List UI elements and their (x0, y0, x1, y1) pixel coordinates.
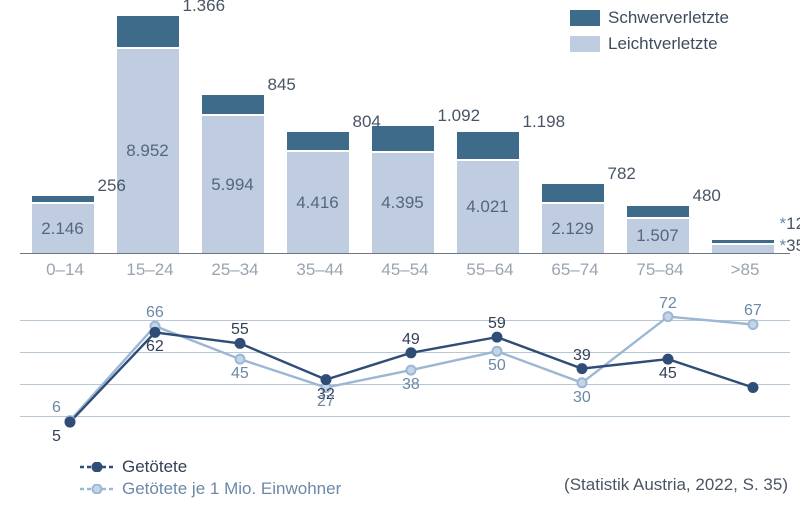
category-label: 15–24 (110, 260, 190, 280)
line-point-label: 5 (52, 428, 61, 446)
bar-dark (287, 132, 349, 150)
line-point-label: 27 (317, 393, 335, 411)
category-label: 45–54 (365, 260, 445, 280)
bar-gap (542, 202, 604, 204)
bar-gap (32, 202, 94, 204)
bar-light-label: 4.395 (363, 193, 443, 213)
line-point-label: 38 (402, 376, 420, 394)
category-label: 75–84 (620, 260, 700, 280)
line-point-label: 39 (573, 347, 591, 365)
bar-dark (457, 132, 519, 159)
line-point-label: 45 (231, 365, 249, 383)
bar-dark (712, 240, 774, 243)
bar-dark (202, 95, 264, 114)
bar-dark-label: 782 (608, 164, 636, 184)
bar-light-label: 2.129 (533, 219, 613, 239)
bar-dark-label: *123 (780, 214, 800, 234)
line-point-label: 62 (146, 338, 164, 356)
bar-light-label: 2.146 (23, 219, 103, 239)
bar-gap (117, 47, 179, 49)
category-label: 25–34 (195, 260, 275, 280)
bar-dark-label: 845 (268, 75, 296, 95)
bar-dark-label: 1.092 (438, 106, 481, 126)
bar-dark-label: 804 (353, 112, 381, 132)
line-point-label: 67 (744, 302, 762, 320)
bar-light-label: 8.952 (108, 141, 188, 161)
line-legend-marker (80, 484, 114, 494)
bar-light-label: *354 (780, 236, 800, 256)
line-gridline (20, 320, 790, 321)
line-legend-marker (80, 462, 114, 472)
category-label: >85 (705, 260, 785, 280)
category-label: 55–64 (450, 260, 530, 280)
bar-light-label: 5.994 (193, 175, 273, 195)
line-legend-label: Getötete je 1 Mio. Einwohner (122, 479, 341, 499)
line-point-label: 66 (146, 304, 164, 322)
bar-gap (457, 159, 519, 161)
bar-light-label: 4.416 (278, 193, 358, 213)
line-gridline (20, 352, 790, 353)
category-label: 0–14 (25, 260, 105, 280)
bar-dark (627, 206, 689, 217)
bar-dark (117, 16, 179, 47)
bar-light-label: 4.021 (448, 197, 528, 217)
bar-dark-label: 256 (98, 176, 126, 196)
line-point-label: 59 (488, 315, 506, 333)
source-text: (Statistik Austria, 2022, S. 35) (564, 475, 788, 495)
bar-gap (627, 217, 689, 219)
bar-dark (542, 184, 604, 202)
bar-baseline (20, 253, 790, 254)
bar-dark-label: 1.366 (183, 0, 226, 16)
bar-gap (372, 151, 434, 153)
bar-gap (287, 150, 349, 152)
category-label: 65–74 (535, 260, 615, 280)
bar-dark-label: 1.198 (523, 112, 566, 132)
category-label: 35–44 (280, 260, 360, 280)
bar-dark-label: 480 (693, 186, 721, 206)
line-gridline (20, 416, 790, 417)
line-legend-label: Getötete (122, 457, 187, 477)
bar-gap (202, 114, 264, 116)
line-point-label: 6 (52, 399, 61, 417)
legend-label: Schwerverletzte (608, 8, 729, 28)
line-point-label: 45 (659, 365, 677, 383)
bar-gap (712, 243, 774, 245)
legend-swatch (570, 36, 600, 52)
bar-light (712, 245, 774, 253)
legend-label: Leichtverletzte (608, 34, 718, 54)
line-point-label: 72 (659, 295, 677, 313)
legend-swatch (570, 10, 600, 26)
bar-light-label: 1.507 (618, 226, 698, 246)
chart-container: Schwerverletzte Leichtverletzte 2.146 0–14 8… (0, 0, 800, 513)
line-point-label: 50 (488, 357, 506, 375)
bar-dark (32, 196, 94, 202)
line-point-label: 49 (402, 331, 420, 349)
line-point-label: 55 (231, 321, 249, 339)
line-point-label: 30 (573, 389, 591, 407)
